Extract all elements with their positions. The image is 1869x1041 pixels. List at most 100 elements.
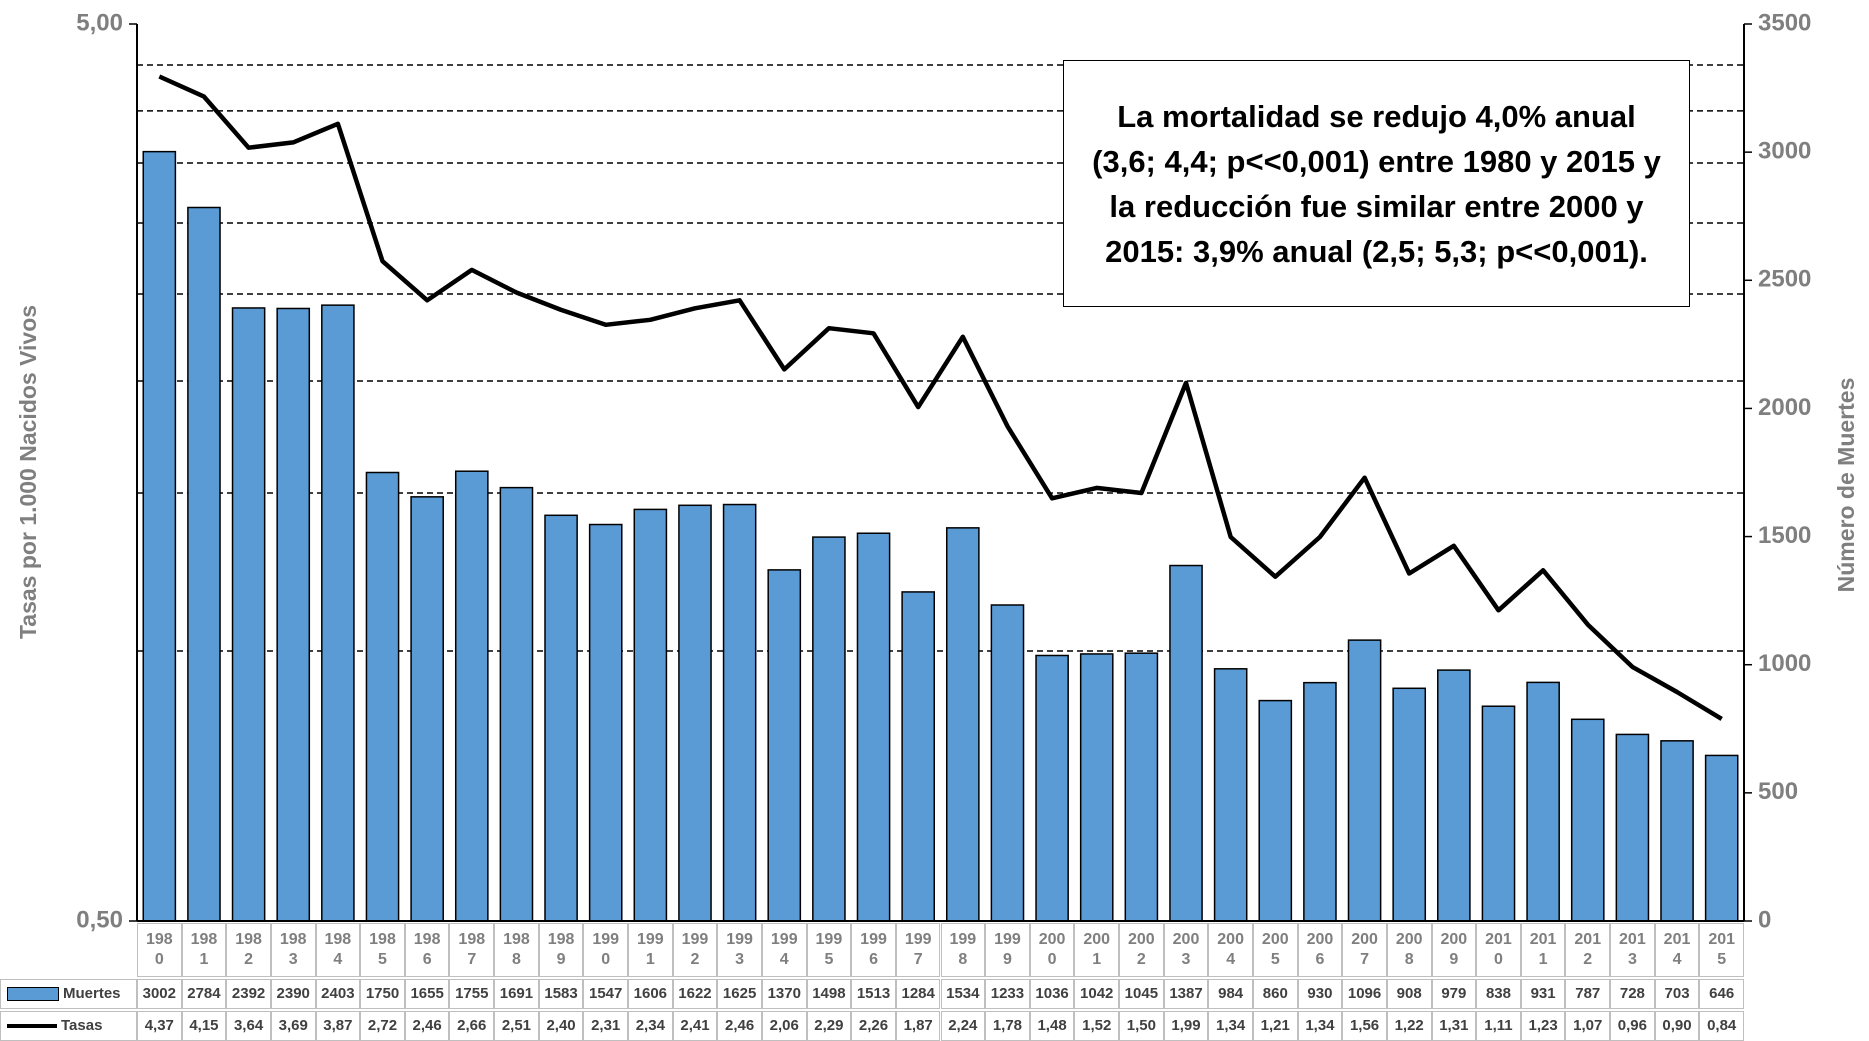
y-tick-label: 5,00 [76, 9, 123, 36]
x-tick-label: 1997 [895, 923, 941, 977]
x-tick-label: 1986 [404, 923, 450, 977]
x-tick-label: 2002 [1119, 923, 1164, 977]
data-label: 1,31 [1431, 1011, 1477, 1041]
x-tick-label: 2005 [1252, 923, 1298, 977]
data-label: 2,66 [449, 1011, 495, 1041]
x-tick-label: 1999 [985, 923, 1030, 977]
bar [1392, 687, 1427, 922]
data-label: 1,56 [1342, 1011, 1387, 1041]
data-label: 2,51 [494, 1011, 539, 1041]
bar [812, 536, 846, 922]
data-label: 984 [1208, 979, 1253, 1009]
x-tick-label: 1990 [583, 923, 628, 977]
bar [1347, 639, 1382, 922]
data-label: 646 [1699, 979, 1744, 1009]
bar [1079, 653, 1114, 922]
data-label: 2,29 [806, 1011, 852, 1041]
x-tick-label: 1996 [851, 923, 896, 977]
bar [901, 591, 936, 922]
data-label: 1,34 [1208, 1011, 1253, 1041]
x-tick-label: 2004 [1208, 923, 1253, 977]
x-tick-label: 1981 [181, 923, 227, 977]
y2-tick-label: 2000 [1758, 394, 1811, 421]
y2-tick-label: 1000 [1758, 650, 1811, 677]
data-label: 3,69 [270, 1011, 316, 1041]
data-label: 2,06 [761, 1011, 807, 1041]
data-label: 1534 [940, 979, 986, 1009]
data-label: 931 [1520, 979, 1566, 1009]
data-label: 1,11 [1476, 1011, 1521, 1041]
x-tick-label: 2015 [1699, 923, 1744, 977]
x-tick-label: 2008 [1386, 923, 1432, 977]
data-label: 1045 [1119, 979, 1164, 1009]
data-label: 1622 [672, 979, 718, 1009]
data-label: 1387 [1163, 979, 1209, 1009]
data-label: 1606 [628, 979, 673, 1009]
data-label: 1370 [761, 979, 807, 1009]
x-tick-label: 2003 [1163, 923, 1209, 977]
x-tick-label: 1988 [494, 923, 539, 977]
data-label: 3,64 [226, 1011, 271, 1041]
data-label: 2784 [181, 979, 227, 1009]
x-tick-label: 1995 [806, 923, 852, 977]
x-tick-label: 1983 [270, 923, 316, 977]
legend-label: Tasas [61, 1017, 103, 1034]
bar [1258, 699, 1293, 922]
y2-tick-label: 500 [1758, 778, 1798, 805]
bar [1437, 669, 1471, 922]
bar [1526, 681, 1560, 922]
data-label: 2,34 [628, 1011, 673, 1041]
x-tick-label: 2009 [1431, 923, 1477, 977]
bar [678, 504, 712, 922]
data-label: 2403 [315, 979, 361, 1009]
data-label: 2,40 [538, 1011, 584, 1041]
x-tick-label: 1989 [538, 923, 584, 977]
data-label: 2,24 [940, 1011, 986, 1041]
x-tick-label: 1992 [672, 923, 718, 977]
y2-tick-label: 2500 [1758, 266, 1811, 293]
data-label: 1284 [895, 979, 941, 1009]
data-label: 4,15 [181, 1011, 227, 1041]
data-label: 1513 [851, 979, 896, 1009]
bar [1481, 705, 1516, 922]
legend-swatch [7, 1024, 57, 1028]
data-label: 1547 [583, 979, 628, 1009]
bar [410, 496, 444, 922]
data-label: 1750 [360, 979, 405, 1009]
data-label: 860 [1252, 979, 1298, 1009]
x-tick-label: 2001 [1074, 923, 1120, 977]
bar [990, 604, 1025, 922]
data-label: 1,23 [1520, 1011, 1566, 1041]
data-label: 979 [1431, 979, 1477, 1009]
x-tick-label: 1985 [360, 923, 405, 977]
data-label: 1096 [1342, 979, 1387, 1009]
bar [767, 569, 802, 922]
bar [231, 307, 266, 922]
bar [544, 514, 578, 922]
bar [1615, 733, 1650, 922]
bar [1169, 564, 1203, 922]
data-label: 1233 [985, 979, 1030, 1009]
x-tick-label: 1987 [449, 923, 495, 977]
bar [276, 307, 311, 922]
data-label: 728 [1610, 979, 1655, 1009]
y-tick-label: 0,50 [76, 906, 123, 933]
legend-entry: Tasas [0, 1011, 137, 1041]
y2-axis-label: Número de Muertes [1833, 378, 1859, 593]
y-axis-label: Tasas por 1.000 Nacidos Vivos [15, 305, 41, 639]
data-label: 930 [1297, 979, 1343, 1009]
data-label: 787 [1565, 979, 1611, 1009]
x-tick-label: 1980 [137, 923, 182, 977]
annotation: La mortalidad se redujo 4,0% anual (3,6;… [1063, 60, 1690, 307]
data-label: 2,26 [851, 1011, 896, 1041]
x-tick-label: 2013 [1610, 923, 1655, 977]
data-label: 2,41 [672, 1011, 718, 1041]
data-label: 1755 [449, 979, 495, 1009]
bar [1213, 668, 1248, 922]
data-label: 1,07 [1565, 1011, 1611, 1041]
y2-tick-label: 3000 [1758, 137, 1811, 164]
x-tick-label: 2007 [1342, 923, 1387, 977]
data-label: 2390 [270, 979, 316, 1009]
data-label: 1,22 [1386, 1011, 1432, 1041]
